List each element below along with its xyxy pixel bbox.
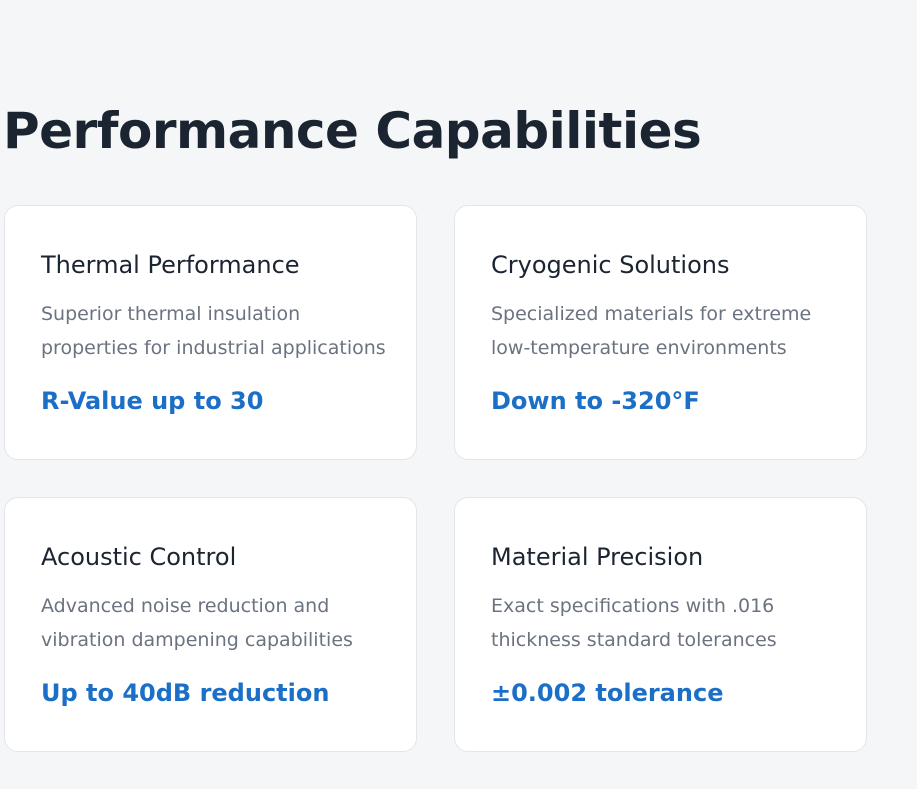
card-description: Exact specifications with .016 thickness…: [491, 595, 777, 651]
card-description: Superior thermal insulation properties f…: [41, 303, 386, 359]
card-metric: R-Value up to 30: [41, 387, 264, 415]
card-description: Specialized materials for extreme low-te…: [491, 303, 812, 359]
page-title: Performance Capabilities: [3, 102, 702, 160]
capability-card-precision: Material Precision Exact specifications …: [454, 497, 867, 752]
card-metric: Up to 40dB reduction: [41, 679, 330, 707]
card-title: Thermal Performance: [41, 251, 300, 279]
card-metric: ±0.002 tolerance: [491, 679, 724, 707]
card-title: Acoustic Control: [41, 543, 237, 571]
capabilities-grid: Thermal Performance Superior thermal ins…: [4, 205, 867, 752]
card-description: Advanced noise reduction and vibration d…: [41, 595, 353, 651]
card-title: Cryogenic Solutions: [491, 251, 730, 279]
capability-card-thermal: Thermal Performance Superior thermal ins…: [4, 205, 417, 460]
capability-card-acoustic: Acoustic Control Advanced noise reductio…: [4, 497, 417, 752]
card-metric: Down to -320°F: [491, 387, 700, 415]
card-title: Material Precision: [491, 543, 704, 571]
capability-card-cryogenic: Cryogenic Solutions Specialized material…: [454, 205, 867, 460]
